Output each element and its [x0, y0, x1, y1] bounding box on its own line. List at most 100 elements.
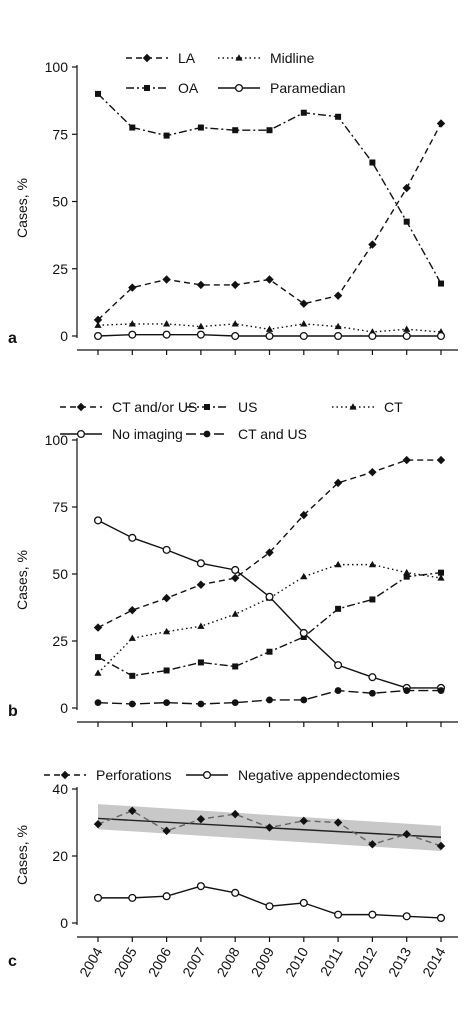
data-point-ct-and-us [334, 687, 342, 694]
data-point-negative-appendectomies [368, 910, 377, 919]
x-tick-label: 2006 [145, 944, 175, 979]
data-point-perforations [368, 840, 377, 849]
data-point-paramedian [265, 331, 274, 341]
series-negative-appendectomies [93, 882, 446, 923]
data-point-oa [129, 124, 136, 131]
legend-label: CT and US [238, 426, 307, 442]
series-line-negative-appendectomies [98, 885, 442, 919]
data-point-us [163, 667, 170, 674]
data-point-perforations [265, 823, 274, 832]
data-point-negative-appendectomies [402, 912, 411, 921]
series-line-oa [97, 93, 442, 284]
data-point-paramedian [128, 330, 137, 339]
legend-marker [202, 770, 212, 780]
data-point-perforations [299, 816, 308, 826]
data-point-no-imaging [128, 533, 137, 542]
legend-item-ct-and-us: CT and US [186, 426, 307, 442]
data-point-perforations [128, 806, 137, 815]
series-line-no-imaging [97, 519, 441, 689]
data-point-ct-and-or-us [196, 580, 206, 589]
data-point-perforations [333, 818, 343, 827]
y-axis-label: Cases, % [14, 550, 30, 610]
data-point-us [95, 654, 101, 661]
data-point-no-imaging [265, 592, 274, 601]
data-point-us [266, 648, 273, 655]
data-point-la [231, 280, 240, 290]
series-la [93, 119, 446, 325]
data-point-midline [128, 320, 136, 327]
y-axis-label: Cases, % [14, 178, 30, 238]
data-point-ct-and-us [403, 687, 411, 694]
data-point-negative-appendectomies [299, 898, 308, 907]
series-ct-and-or-us [93, 455, 446, 632]
legend-marker [60, 770, 70, 780]
panel-label: a [8, 330, 17, 347]
data-point-paramedian [231, 331, 240, 341]
data-point-us [197, 659, 204, 666]
x-tick-label: 2013 [385, 944, 415, 979]
legend-marker [235, 54, 243, 61]
data-point-perforations [196, 814, 206, 824]
data-point-no-imaging [196, 559, 205, 568]
legend-marker [142, 53, 152, 63]
data-point-ct-and-or-us [265, 548, 274, 557]
data-point-midline [163, 320, 171, 327]
data-point-no-imaging [334, 661, 343, 670]
data-point-ct [94, 669, 102, 676]
data-point-ct-and-us [231, 699, 239, 707]
x-tick-label: 2014 [419, 944, 449, 979]
legend-label: Perforations [96, 767, 171, 783]
data-point-la [265, 275, 274, 284]
legend-marker [203, 430, 211, 438]
data-point-no-imaging [231, 565, 240, 575]
data-point-ct-and-us [437, 687, 445, 694]
data-point-midline [94, 321, 102, 328]
data-point-oa [197, 124, 204, 131]
data-point-midline [334, 322, 342, 330]
panel-c: 0 20 40 Cases, % c Perforations Negative appen… [8, 767, 458, 970]
data-point-la [196, 280, 206, 290]
legend-marker [76, 429, 86, 439]
series-oa [95, 90, 444, 287]
data-point-ct [300, 572, 308, 580]
data-point-negative-appendectomies [265, 902, 274, 911]
data-point-negative-appendectomies [162, 892, 171, 901]
series-perforations [93, 806, 446, 851]
legend-item-ct-and-or-us: CT and/or US [60, 399, 197, 415]
legend-label: LA [178, 50, 196, 66]
x-tick-label: 2010 [282, 944, 312, 979]
data-point-ct-and-us [163, 699, 171, 707]
data-point-paramedian [162, 330, 171, 339]
data-point-paramedian [436, 331, 446, 341]
data-point-negative-appendectomies [436, 913, 446, 923]
x-tick-label: 2009 [248, 944, 278, 979]
data-point-la [333, 291, 343, 300]
x-tick-label: 2008 [213, 944, 243, 979]
legend-item-paramedian: Paramedian [218, 80, 346, 96]
legend-item-perforations: Perforations [44, 767, 171, 783]
data-point-oa [266, 127, 273, 134]
data-point-la [128, 283, 137, 292]
y-tick-label: 20 [52, 848, 68, 864]
legend-marker [144, 85, 150, 91]
data-point-oa [335, 113, 342, 120]
legend: CT and/or US No imaging US CT and US CT [60, 399, 403, 442]
x-tick-label: 2007 [179, 944, 209, 979]
data-point-ct [403, 568, 411, 576]
legend-item-la: LA [126, 50, 196, 66]
series-line-ct-and-or-us [97, 459, 441, 629]
legend-label: Negative appendectomies [238, 767, 400, 783]
data-point-midline [300, 320, 308, 327]
x-tick-label: 2005 [110, 944, 140, 979]
y-tick-label: 0 [60, 700, 68, 716]
data-point-negative-appendectomies [128, 893, 137, 902]
data-point-ct-and-or-us [299, 510, 308, 520]
series-line-us [97, 571, 442, 677]
legend-marker [349, 403, 357, 410]
data-point-oa [300, 109, 307, 116]
data-point-ct [368, 560, 376, 568]
series-line-ct [97, 563, 442, 674]
series-line-la [97, 123, 442, 321]
legend-marker [234, 83, 244, 93]
